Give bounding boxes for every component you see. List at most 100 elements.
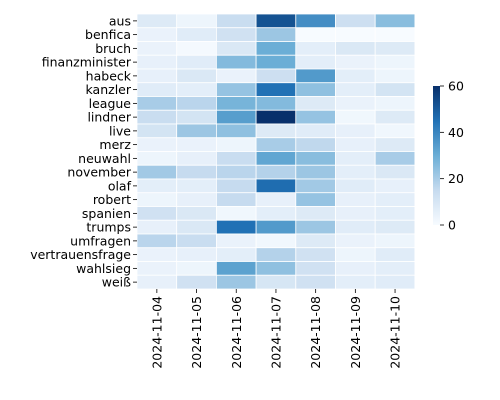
- heatmap-cell-spanien-2024-11-10: [374, 206, 416, 221]
- heatmap-cell-weiß-2024-11-04: [136, 274, 178, 290]
- heatmap-cell-kanzler-2024-11-10: [374, 82, 416, 97]
- heatmap-cell-wahlsieg-2024-11-10: [374, 261, 416, 276]
- heatmap-cell-olaf-2024-11-10: [374, 178, 416, 194]
- heatmap-cell-wahlsieg-2024-11-06: [215, 261, 257, 276]
- heatmap-cell-live-2024-11-09: [335, 123, 376, 139]
- heatmap-cell-vertrauensfrage-2024-11-07: [255, 247, 297, 262]
- heatmap-cell-november-2024-11-07: [255, 164, 297, 180]
- heatmap-cell-league-2024-11-06: [215, 96, 257, 111]
- heatmap-cell-wahlsieg-2024-11-07: [255, 261, 297, 276]
- y-tick-label: lindner: [87, 110, 131, 125]
- heatmap-cell-neuwahl-2024-11-10: [374, 151, 416, 166]
- heatmap-cell-finanzminister-2024-11-07: [255, 54, 297, 70]
- heatmap-cell-live-2024-11-04: [136, 123, 178, 139]
- heatmap-cell-lindner-2024-11-10: [374, 109, 416, 125]
- heatmap-cell-trumps-2024-11-07: [255, 219, 297, 235]
- heatmap-cell-vertrauensfrage-2024-11-09: [335, 247, 376, 262]
- heatmap-cell-olaf-2024-11-05: [176, 178, 217, 194]
- heatmap-cell-live-2024-11-10: [374, 123, 416, 139]
- heatmap-cell-trumps-2024-11-08: [295, 219, 336, 235]
- heatmap-cell-bruch-2024-11-05: [176, 41, 217, 56]
- heatmap-cell-spanien-2024-11-06: [215, 206, 257, 221]
- heatmap-cell-spanien-2024-11-08: [295, 206, 336, 221]
- heatmap-cell-umfragen-2024-11-04: [136, 233, 178, 249]
- heatmap-cell-olaf-2024-11-04: [136, 178, 178, 194]
- heatmap-cell-kanzler-2024-11-07: [255, 82, 297, 97]
- heatmap-cell-kanzler-2024-11-04: [136, 82, 178, 97]
- heatmap-cell-lindner-2024-11-05: [176, 109, 217, 125]
- heatmap-cell-merz-2024-11-05: [176, 137, 217, 152]
- heatmap-cell-finanzminister-2024-11-05: [176, 54, 217, 70]
- heatmap-cell-habeck-2024-11-09: [335, 68, 376, 84]
- heatmap-cell-live-2024-11-08: [295, 123, 336, 139]
- colorbar: 0 20 40 60: [433, 79, 464, 233]
- heatmap-cell-finanzminister-2024-11-08: [295, 54, 336, 70]
- heatmap-cell-merz-2024-11-08: [295, 137, 336, 152]
- heatmap-cell-november-2024-11-05: [176, 164, 217, 180]
- y-tick-label: kanzler: [86, 82, 132, 97]
- heatmap-cells: [136, 13, 416, 290]
- heatmap-cell-finanzminister-2024-11-10: [374, 54, 416, 70]
- heatmap-cell-wahlsieg-2024-11-05: [176, 261, 217, 276]
- y-tick-label: aus: [109, 13, 131, 28]
- y-tick-label: league: [89, 96, 132, 111]
- heatmap-cell-bruch-2024-11-09: [335, 41, 376, 56]
- heatmap-cell-spanien-2024-11-04: [136, 206, 178, 221]
- heatmap-cell-merz-2024-11-06: [215, 137, 257, 152]
- heatmap-cell-umfragen-2024-11-10: [374, 233, 416, 249]
- heatmap-cell-spanien-2024-11-07: [255, 206, 297, 221]
- heatmap-cell-league-2024-11-10: [374, 96, 416, 111]
- heatmap-cell-aus-2024-11-08: [295, 13, 336, 29]
- heatmap-cell-neuwahl-2024-11-08: [295, 151, 336, 166]
- heatmap-cell-kanzler-2024-11-05: [176, 82, 217, 97]
- y-tick-label: neuwahl: [78, 151, 131, 166]
- heatmap-cell-november-2024-11-04: [136, 164, 178, 180]
- heatmap-cell-vertrauensfrage-2024-11-04: [136, 247, 178, 262]
- heatmap-cell-finanzminister-2024-11-06: [215, 54, 257, 70]
- y-tick-labels: ausbenficabruchfinanzministerhabeckkanzl…: [30, 13, 137, 290]
- heatmap-cell-umfragen-2024-11-06: [215, 233, 257, 249]
- heatmap-cell-olaf-2024-11-08: [295, 178, 336, 194]
- heatmap-cell-benfica-2024-11-09: [335, 27, 376, 42]
- heatmap-cell-bruch-2024-11-07: [255, 41, 297, 56]
- heatmap-cell-weiß-2024-11-07: [255, 274, 297, 290]
- heatmap-cell-aus-2024-11-10: [374, 13, 416, 29]
- heatmap-cell-umfragen-2024-11-07: [255, 233, 297, 249]
- heatmap-cell-league-2024-11-09: [335, 96, 376, 111]
- heatmap-cell-finanzminister-2024-11-09: [335, 54, 376, 70]
- heatmap-cell-benfica-2024-11-10: [374, 27, 416, 42]
- heatmap-cell-league-2024-11-07: [255, 96, 297, 111]
- y-tick-label: robert: [93, 192, 131, 207]
- y-tick-label: benfica: [85, 27, 131, 42]
- heatmap-cell-league-2024-11-05: [176, 96, 217, 111]
- heatmap-cell-habeck-2024-11-06: [215, 68, 257, 84]
- heatmap-cell-neuwahl-2024-11-09: [335, 151, 376, 166]
- heatmap-cell-aus-2024-11-05: [176, 13, 217, 29]
- heatmap-cell-benfica-2024-11-06: [215, 27, 257, 42]
- heatmap-cell-habeck-2024-11-10: [374, 68, 416, 84]
- heatmap-cell-november-2024-11-06: [215, 164, 257, 180]
- y-tick-label: habeck: [86, 68, 132, 83]
- heatmap-cell-merz-2024-11-07: [255, 137, 297, 152]
- heatmap-cell-olaf-2024-11-07: [255, 178, 297, 194]
- x-tick-label: 2024-11-06: [229, 296, 244, 369]
- x-tick-label: 2024-11-05: [189, 296, 204, 369]
- heatmap-cell-umfragen-2024-11-05: [176, 233, 217, 249]
- heatmap-cell-robert-2024-11-09: [335, 192, 376, 207]
- heatmap-cell-lindner-2024-11-08: [295, 109, 336, 125]
- heatmap-cell-olaf-2024-11-06: [215, 178, 257, 194]
- heatmap-cell-aus-2024-11-07: [255, 13, 297, 29]
- x-tick-label: 2024-11-09: [348, 296, 363, 369]
- heatmap-cell-kanzler-2024-11-09: [335, 82, 376, 97]
- heatmap-cell-merz-2024-11-10: [374, 137, 416, 152]
- x-tick-labels: 2024-11-04 2024-11-05 2024-11-06 2024-11-07…: [149, 289, 403, 369]
- heatmap-cell-robert-2024-11-10: [374, 192, 416, 207]
- heatmap-cell-neuwahl-2024-11-06: [215, 151, 257, 166]
- heatmap-cell-neuwahl-2024-11-04: [136, 151, 178, 166]
- heatmap-cell-aus-2024-11-04: [136, 13, 178, 29]
- heatmap-cell-trumps-2024-11-10: [374, 219, 416, 235]
- heatmap-cell-weiß-2024-11-05: [176, 274, 217, 290]
- heatmap-cell-habeck-2024-11-07: [255, 68, 297, 84]
